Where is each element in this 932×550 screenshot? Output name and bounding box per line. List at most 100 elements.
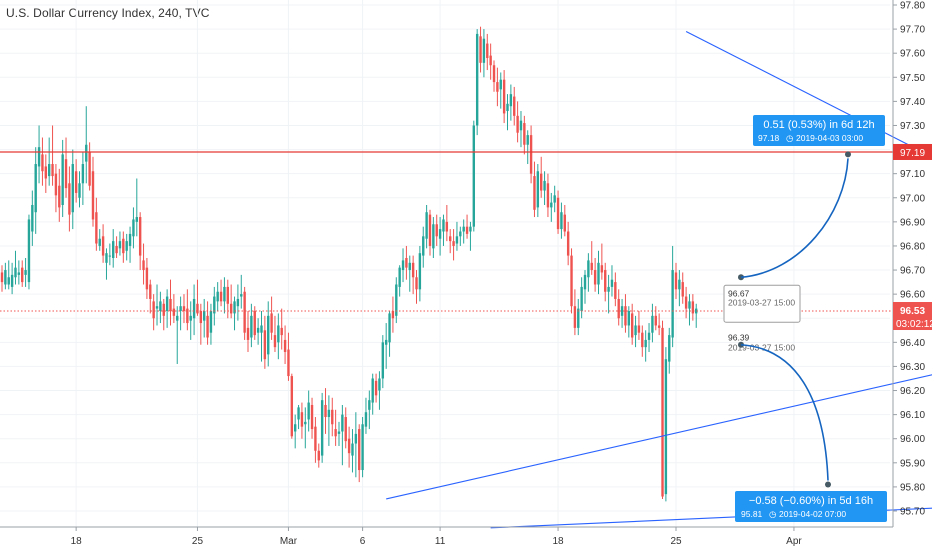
candle-body (391, 311, 395, 319)
candle-body (27, 219, 31, 283)
mid-upper-time: 2019-03-27 15:00 (728, 297, 795, 307)
candle-body (310, 404, 314, 430)
projection-down-time: 2019-04-02 07:00 (779, 509, 846, 519)
candle-body (74, 171, 78, 193)
candle-body (671, 270, 674, 338)
candle-body (64, 159, 68, 189)
x-tick-label: Apr (786, 536, 802, 547)
candle-body (263, 330, 267, 360)
candle-body (283, 339, 287, 352)
candle-body (378, 378, 381, 391)
candle-body (37, 147, 41, 167)
candle-body (624, 306, 627, 326)
candle-body (54, 173, 58, 196)
resistance-price-label: 97.19 (900, 148, 925, 159)
candle-body (600, 265, 604, 273)
candle-body (401, 260, 405, 271)
candle-body (122, 238, 125, 254)
candle-body (597, 262, 600, 285)
x-tick-label: 6 (360, 536, 366, 547)
clock-icon: ◷ (769, 509, 777, 519)
candle-body (0, 272, 4, 283)
trendline-upper-falling (685, 31, 932, 158)
candle-body (101, 236, 105, 256)
candle-body (34, 164, 37, 213)
candle-body (307, 402, 310, 420)
y-tick-label: 97.30 (900, 121, 925, 132)
candle-body (280, 327, 283, 336)
candle-body (566, 231, 570, 256)
chart-title: U.S. Dollar Currency Index, 240, TVC (6, 6, 210, 20)
candle-body (546, 183, 550, 208)
candle-body (118, 241, 122, 249)
candle-body (462, 226, 465, 232)
y-axis: 97.8097.7097.6097.5097.4097.3097.2097.10… (892, 0, 932, 527)
candle-body (590, 262, 593, 271)
projection-down-line1: −0.58 (−0.60%) in 5d 16h (749, 495, 873, 507)
candle-body (641, 332, 644, 348)
x-tick-label: Mar (280, 536, 298, 547)
candle-body (486, 43, 489, 59)
candle-body (388, 313, 391, 343)
candle-body (24, 270, 27, 275)
candle-body (179, 306, 182, 312)
x-tick-label: 18 (71, 536, 83, 547)
candle-body (105, 253, 108, 263)
candle-body (125, 241, 128, 251)
current-price-label: 96.53 (900, 306, 925, 317)
y-tick-label: 96.20 (900, 386, 925, 397)
projection-up-line1: 0.51 (0.53%) in 6d 12h (763, 119, 874, 131)
candle-body (364, 412, 368, 427)
candle-body (513, 96, 516, 116)
projection-up-time: 2019-04-03 03:00 (796, 133, 863, 143)
candle-body (243, 291, 246, 333)
candle-body (334, 429, 337, 437)
y-tick-label: 96.30 (900, 362, 925, 373)
resistance-price-tag (893, 143, 932, 160)
candle-body (651, 315, 654, 333)
candle-body (199, 311, 203, 324)
candle-body (405, 258, 408, 268)
y-tick-label: 96.10 (900, 410, 925, 421)
candle-body (469, 226, 472, 232)
candle-body (344, 417, 347, 442)
candle-body (324, 404, 327, 418)
x-tick-label: 25 (670, 536, 682, 547)
candle-body (664, 359, 668, 495)
candle-body (216, 291, 219, 302)
candle-body (61, 154, 64, 205)
candle-body (203, 311, 206, 321)
candle-body (293, 424, 297, 432)
candle-body (543, 180, 546, 191)
candle-body (41, 154, 44, 172)
candle-body (320, 400, 324, 456)
candle-body (138, 217, 142, 256)
candle-body (654, 315, 657, 326)
candle-body (253, 311, 256, 336)
mid-lower-time: 2019-03-27 15:00 (728, 343, 795, 353)
candle-body (627, 311, 631, 326)
y-tick-label: 95.70 (900, 507, 925, 518)
candle-body (71, 164, 74, 213)
candle-body (425, 212, 428, 239)
candle-body (647, 332, 651, 340)
candle-body (304, 421, 307, 425)
candle-body (361, 424, 364, 471)
candle-body (395, 284, 398, 316)
candle-body (688, 301, 691, 309)
candle-body (614, 282, 617, 299)
candle-body (159, 301, 162, 312)
candle-body (492, 65, 496, 83)
grid (0, 0, 890, 527)
y-tick-label: 97.50 (900, 73, 925, 84)
candle-body (351, 443, 354, 456)
candle-body (674, 272, 678, 290)
candle-body (233, 301, 236, 314)
candle-body (317, 450, 320, 461)
projection-down-dot (825, 481, 831, 488)
candle-body (172, 308, 176, 316)
candle-body (21, 267, 24, 283)
candle-body (277, 325, 280, 343)
candle-body (506, 103, 509, 112)
